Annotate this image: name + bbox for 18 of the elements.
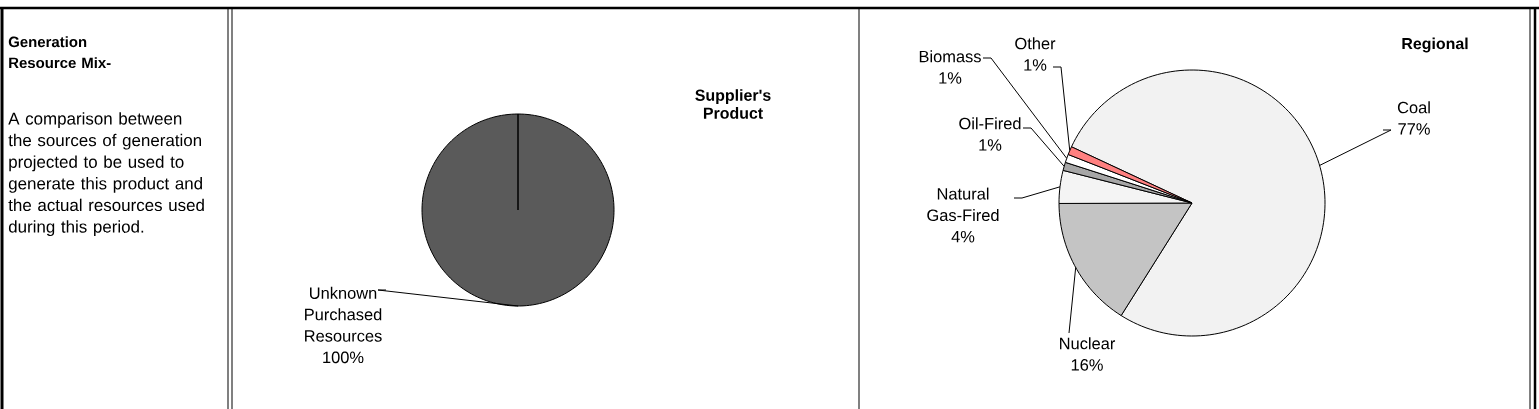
slice-label: Oil-Fired <box>959 117 1021 130</box>
data-label: 1% <box>939 72 962 84</box>
slice-label: Coal <box>1397 101 1430 114</box>
slice-label: Other <box>1015 37 1056 50</box>
data-label: 100% <box>323 351 364 364</box>
data-label: 77% <box>1398 123 1430 135</box>
data-label: 1% <box>1024 59 1047 71</box>
slice-label: Natural Gas-Fired <box>927 187 999 222</box>
data-label: 1% <box>979 139 1002 151</box>
slice-label: Nuclear <box>1060 337 1116 350</box>
slice-label: Unknown Purchased Resources <box>305 286 382 342</box>
chart-title: Regional <box>1402 37 1468 53</box>
text: A comparison between the sources of generation projected to be used to generate this product and the actual resources used during this period. <box>8 112 204 237</box>
text: Generation Resource Mix- <box>8 36 111 69</box>
data-label: 4% <box>951 230 975 243</box>
slice-label: Biomass <box>919 50 981 63</box>
text: Supplier's Product <box>695 89 771 119</box>
data-label: 16% <box>1071 359 1103 371</box>
